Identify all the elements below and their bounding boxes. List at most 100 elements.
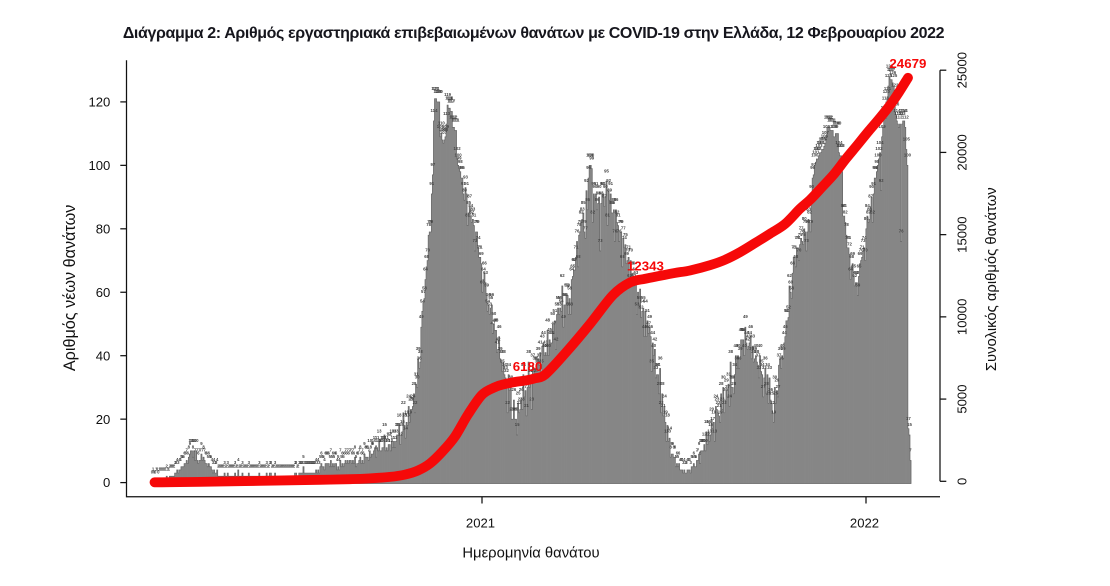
svg-text:59: 59 (564, 283, 569, 288)
svg-text:27: 27 (776, 384, 781, 389)
svg-text:102: 102 (814, 146, 822, 151)
svg-text:5: 5 (333, 454, 336, 459)
svg-text:3: 3 (295, 460, 298, 465)
svg-text:69: 69 (479, 251, 484, 256)
svg-text:9: 9 (672, 441, 675, 446)
svg-text:111: 111 (828, 118, 835, 123)
svg-text:104: 104 (817, 140, 825, 145)
svg-text:2: 2 (267, 463, 270, 468)
svg-text:6: 6 (353, 451, 356, 456)
svg-text:6: 6 (183, 451, 186, 456)
svg-text:6: 6 (356, 451, 359, 456)
svg-text:8: 8 (354, 444, 357, 449)
svg-text:32: 32 (528, 368, 533, 373)
svg-text:46: 46 (497, 324, 502, 329)
svg-text:6: 6 (187, 451, 190, 456)
svg-text:100: 100 (874, 153, 882, 158)
svg-text:2021: 2021 (466, 516, 495, 531)
svg-text:2: 2 (233, 463, 236, 468)
svg-text:34: 34 (506, 362, 511, 367)
svg-text:2: 2 (242, 463, 245, 468)
svg-text:112: 112 (896, 114, 904, 119)
svg-text:114: 114 (893, 108, 901, 113)
svg-text:10: 10 (383, 438, 388, 443)
svg-text:19: 19 (718, 409, 723, 414)
svg-text:39: 39 (749, 346, 754, 351)
svg-text:92: 92 (606, 178, 611, 183)
svg-text:111: 111 (453, 118, 460, 123)
svg-text:112: 112 (450, 114, 458, 119)
svg-text:120: 120 (88, 95, 110, 110)
svg-text:63: 63 (483, 270, 488, 275)
svg-text:55: 55 (641, 295, 646, 300)
svg-text:91: 91 (592, 181, 597, 186)
svg-text:30: 30 (415, 375, 420, 380)
svg-text:96: 96 (459, 165, 464, 170)
svg-text:18: 18 (665, 413, 670, 418)
svg-text:100: 100 (586, 153, 594, 158)
svg-text:0: 0 (955, 478, 970, 485)
svg-text:96: 96 (873, 165, 878, 170)
svg-text:3: 3 (174, 460, 177, 465)
svg-text:4: 4 (686, 457, 689, 462)
svg-text:69: 69 (850, 251, 855, 256)
svg-text:99: 99 (589, 156, 594, 161)
svg-text:40: 40 (780, 343, 785, 348)
svg-text:56: 56 (486, 292, 491, 297)
svg-text:8: 8 (674, 444, 677, 449)
svg-text:60: 60 (96, 285, 111, 300)
svg-text:88: 88 (596, 191, 601, 196)
svg-text:62: 62 (787, 273, 792, 278)
svg-text:10: 10 (194, 438, 199, 443)
svg-text:113: 113 (899, 111, 907, 116)
svg-text:2: 2 (272, 463, 275, 468)
svg-text:7: 7 (196, 448, 199, 453)
svg-text:36: 36 (737, 356, 742, 361)
svg-text:3: 3 (234, 460, 237, 465)
svg-text:95: 95 (604, 168, 609, 173)
svg-text:2: 2 (247, 463, 250, 468)
svg-text:2: 2 (276, 463, 279, 468)
svg-text:117: 117 (448, 99, 456, 104)
svg-text:6: 6 (362, 451, 365, 456)
svg-text:5: 5 (340, 454, 343, 459)
svg-text:25000: 25000 (955, 52, 970, 88)
svg-text:55: 55 (556, 295, 561, 300)
svg-text:15000: 15000 (955, 216, 970, 252)
svg-text:98: 98 (875, 159, 880, 164)
svg-text:2: 2 (283, 463, 286, 468)
svg-text:7: 7 (350, 448, 353, 453)
svg-text:45: 45 (739, 327, 744, 332)
svg-text:5: 5 (182, 454, 185, 459)
svg-text:92: 92 (879, 178, 884, 183)
svg-text:91: 91 (429, 181, 434, 186)
svg-text:98: 98 (458, 159, 463, 164)
svg-text:2: 2 (230, 463, 233, 468)
svg-text:79: 79 (474, 219, 479, 224)
svg-text:39: 39 (752, 346, 757, 351)
svg-text:113: 113 (897, 111, 905, 116)
svg-text:51: 51 (645, 308, 650, 313)
svg-text:22: 22 (770, 400, 775, 405)
svg-text:7: 7 (696, 448, 699, 453)
svg-text:24: 24 (662, 394, 667, 399)
svg-text:2: 2 (236, 463, 239, 468)
svg-text:70: 70 (859, 248, 864, 253)
svg-text:79: 79 (578, 219, 583, 224)
svg-text:81: 81 (472, 213, 477, 218)
svg-text:108: 108 (439, 127, 447, 132)
svg-text:101: 101 (812, 149, 820, 154)
svg-text:49: 49 (561, 314, 566, 319)
svg-text:24: 24 (406, 394, 411, 399)
svg-text:26: 26 (519, 387, 524, 392)
svg-text:96: 96 (586, 165, 591, 170)
svg-text:51: 51 (785, 308, 790, 313)
svg-text:91: 91 (461, 181, 466, 186)
svg-text:3: 3 (314, 460, 317, 465)
svg-text:36: 36 (533, 356, 538, 361)
svg-text:2: 2 (254, 463, 257, 468)
svg-text:Ημερομηνία θανάτου: Ημερομηνία θανάτου (462, 546, 599, 562)
svg-text:6: 6 (699, 451, 702, 456)
svg-text:55: 55 (637, 295, 642, 300)
svg-text:104: 104 (876, 140, 884, 145)
